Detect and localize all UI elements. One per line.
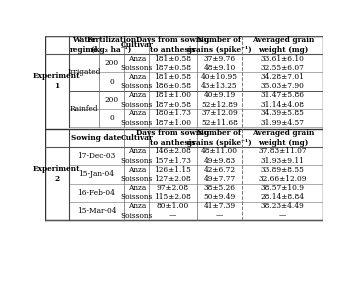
Text: Water
regime: Water regime (69, 36, 98, 54)
Text: 15-Mar-04: 15-Mar-04 (76, 207, 116, 215)
Text: Anza
Soissons: Anza Soissons (121, 202, 153, 220)
Text: Experiment
1: Experiment 1 (33, 72, 80, 90)
Text: 97±2.08
115±2.08: 97±2.08 115±2.08 (154, 184, 191, 201)
Text: 37.83±11.07
31.93±9.11: 37.83±11.07 31.93±9.11 (258, 148, 307, 165)
Text: Averaged grain
weight (mg): Averaged grain weight (mg) (252, 36, 314, 54)
Text: Anza
Soissons: Anza Soissons (121, 109, 153, 127)
Text: 126±1.15
127±2.08: 126±1.15 127±2.08 (154, 166, 191, 183)
Text: Days from sowing
to anthesis: Days from sowing to anthesis (136, 36, 209, 54)
Text: Number of
grains (spike⁻¹): Number of grains (spike⁻¹) (187, 36, 252, 54)
Text: 40±10.95
43±13.25: 40±10.95 43±13.25 (201, 73, 238, 90)
Text: 33.89±8.55
32.66±12.09: 33.89±8.55 32.66±12.09 (258, 166, 307, 183)
Text: 181±1.00
187±0.58: 181±1.00 187±0.58 (154, 91, 191, 108)
Text: Anza
Soissons: Anza Soissons (121, 166, 153, 183)
Text: Number of
grains (spike⁻¹): Number of grains (spike⁻¹) (187, 129, 252, 147)
Text: 37±12.09
52±11.68: 37±12.09 52±11.68 (201, 109, 238, 127)
Text: 34.28±7.01
35.03±7.90: 34.28±7.01 35.03±7.90 (261, 73, 305, 90)
Text: Rainfed: Rainfed (70, 105, 98, 113)
Text: Anza
Soissons: Anza Soissons (121, 184, 153, 201)
Text: Experiment
2: Experiment 2 (33, 165, 80, 183)
Text: 38.57±10.9
28.14±8.84: 38.57±10.9 28.14±8.84 (261, 184, 305, 201)
Text: 181±0.58
186±0.58: 181±0.58 186±0.58 (154, 73, 191, 90)
Text: 16-Feb-04: 16-Feb-04 (78, 189, 115, 197)
Text: 15-Jan-04: 15-Jan-04 (78, 170, 115, 179)
Text: 146±2.08
157±1.73: 146±2.08 157±1.73 (154, 148, 191, 165)
Text: Cultivar: Cultivar (120, 134, 153, 142)
Text: Sowing date: Sowing date (71, 134, 122, 142)
Text: Averaged grain
weight (mg): Averaged grain weight (mg) (252, 129, 314, 147)
Text: 33.61±6.10
32.55±6.07: 33.61±6.10 32.55±6.07 (261, 55, 305, 72)
Text: 34.39±5.85
31.99±4.57: 34.39±5.85 31.99±4.57 (261, 109, 305, 127)
Text: 200: 200 (104, 96, 119, 104)
Text: 180±1.73
187±1.00: 180±1.73 187±1.00 (154, 109, 191, 127)
Text: 17-Dec-03: 17-Dec-03 (77, 152, 116, 160)
Text: 42±6.72
49±7.77: 42±6.72 49±7.77 (203, 166, 236, 183)
Text: 40±9.19
52±12.89: 40±9.19 52±12.89 (201, 91, 238, 108)
Text: 181±0.58
187±0.58: 181±0.58 187±0.58 (154, 55, 191, 72)
Text: 41±7.39
—: 41±7.39 — (204, 202, 236, 220)
Text: 48±11.00
49±9.83: 48±11.00 49±9.83 (201, 148, 238, 165)
Text: Anza
Soissons: Anza Soissons (121, 73, 153, 90)
Text: 0: 0 (109, 77, 114, 86)
Text: Fertilization
(kg₂ ha⁻¹): Fertilization (kg₂ ha⁻¹) (87, 36, 137, 54)
Text: Anza
Soissons: Anza Soissons (121, 55, 153, 72)
Text: 200: 200 (104, 59, 119, 67)
Text: Anza
Soissons: Anza Soissons (121, 148, 153, 165)
Text: 31.47±5.86
31.14±4.08: 31.47±5.86 31.14±4.08 (261, 91, 305, 108)
Text: 80±1.00
—: 80±1.00 — (157, 202, 189, 220)
Text: 38.23±4.49
—: 38.23±4.49 — (261, 202, 305, 220)
Text: 37±9.76
48±9.10: 37±9.76 48±9.10 (203, 55, 236, 72)
Text: Days from sowing
to anthesis: Days from sowing to anthesis (136, 129, 209, 147)
Text: Anza
Soissons: Anza Soissons (121, 91, 153, 108)
Text: Irrigated: Irrigated (67, 69, 101, 77)
Text: 38±5.26
50±9.49: 38±5.26 50±9.49 (203, 184, 236, 201)
Text: Cultivar: Cultivar (120, 41, 153, 49)
Text: 0: 0 (109, 114, 114, 122)
